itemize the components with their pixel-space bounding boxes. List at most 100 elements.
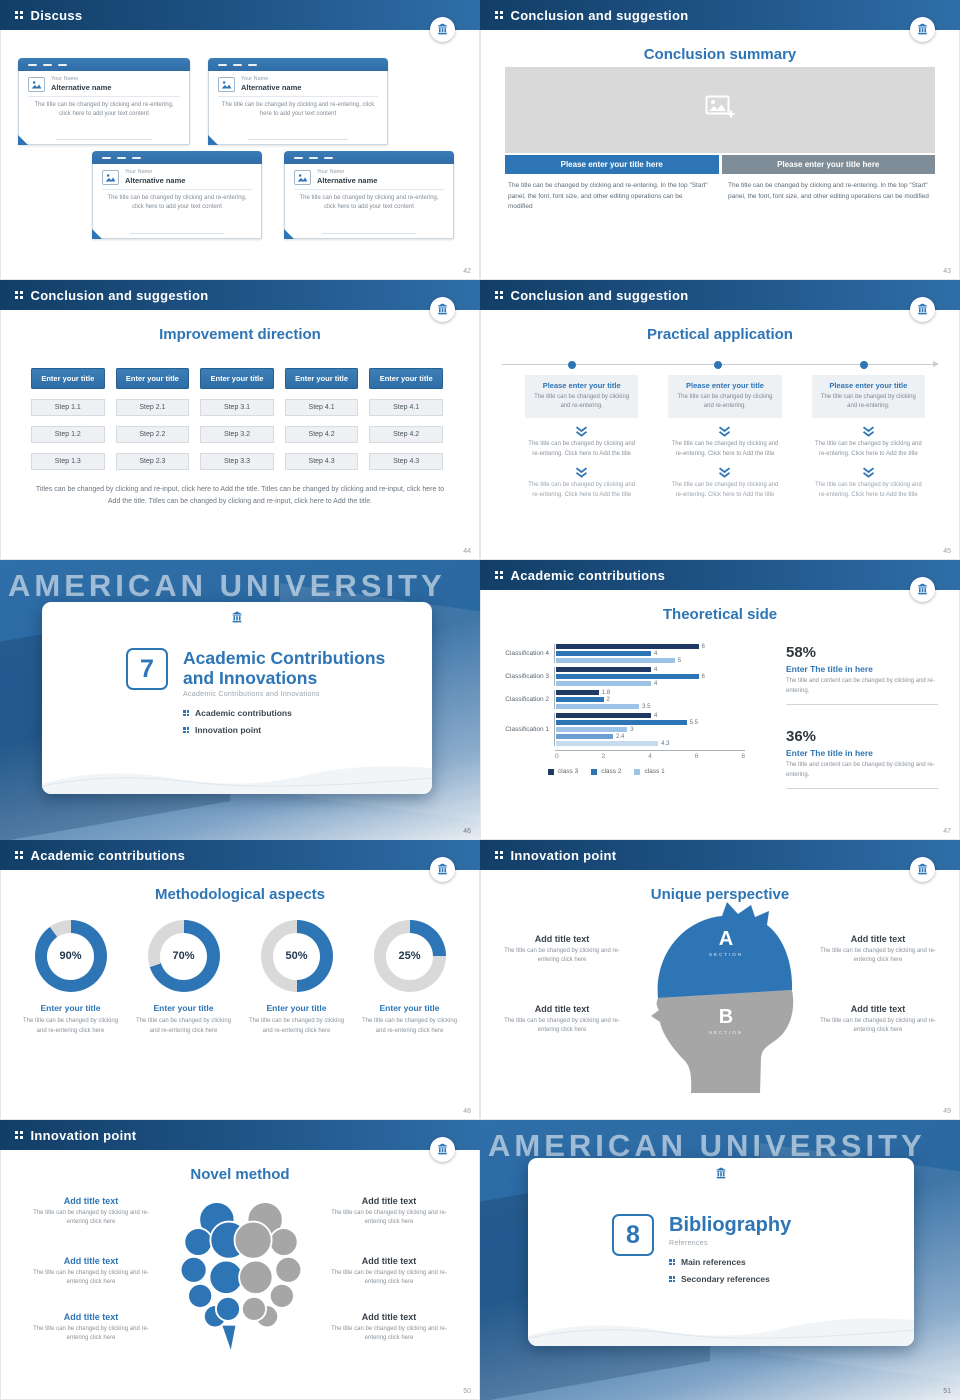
callout-item: Add title text The title can be changed … bbox=[500, 1004, 624, 1036]
page-number: 51 bbox=[943, 1388, 951, 1395]
flow-step-text: The title can be changed by clicking and… bbox=[528, 441, 636, 457]
bar bbox=[556, 674, 699, 679]
title-button-secondary[interactable]: Please enter your title here bbox=[721, 155, 935, 174]
slide-title: Methodological aspects bbox=[154, 886, 326, 903]
flow-title-block[interactable]: Please enter your title The title can be… bbox=[525, 375, 639, 418]
legend-swatch bbox=[548, 768, 554, 775]
bar bbox=[556, 704, 640, 709]
bar-value-label: 3 bbox=[630, 726, 634, 733]
header-title: Academic contributions bbox=[510, 567, 666, 583]
bullet-label: Secondary references bbox=[681, 1274, 770, 1284]
callout-body: The title can be changed by clicking and… bbox=[820, 1018, 936, 1034]
flow-column: Please enter your title The title can be… bbox=[520, 375, 643, 500]
donut-title: Enter your title bbox=[40, 1003, 101, 1013]
slide-48-methodological-aspects[interactable]: Academic contributions Methodological as… bbox=[0, 840, 480, 1120]
brain-graphic bbox=[179, 1201, 303, 1350]
page-number: 46 bbox=[463, 828, 471, 835]
step-cell: Step 2.1 bbox=[115, 399, 190, 416]
double-chevron-down-icon bbox=[861, 465, 876, 478]
university-emblem-icon bbox=[430, 1137, 455, 1162]
slide-header: Innovation point bbox=[480, 840, 960, 870]
bar-value-label: 5.5 bbox=[689, 719, 698, 726]
slide-51-section-divider[interactable]: AMERICAN UNIVERSITY 8 Bibliography Refer… bbox=[480, 1120, 960, 1400]
header-title: Innovation point bbox=[510, 847, 617, 863]
double-chevron-down-icon bbox=[861, 424, 876, 437]
slide-header: Conclusion and suggestion bbox=[480, 280, 960, 310]
slide-42-discuss[interactable]: Discuss Your Name Alternative name The t… bbox=[0, 0, 480, 280]
header-title: Conclusion and suggestion bbox=[510, 7, 689, 23]
double-chevron-down-icon bbox=[717, 465, 732, 478]
bar-chart-groups: Classification 4 6 4 5 Classification 3 4 6 4 Cl… bbox=[496, 644, 776, 747]
donut-stat: 70% Enter your title The title can be ch… bbox=[127, 920, 240, 1036]
axis-tick: 8 bbox=[741, 753, 745, 760]
slide-49-unique-perspective[interactable]: Innovation point Unique perspective A SE… bbox=[480, 840, 960, 1120]
column-title-button[interactable]: Enter your title bbox=[284, 368, 359, 389]
flow-step-text: The title can be changed by clicking and… bbox=[814, 441, 922, 457]
category-label: Classification 3 bbox=[505, 673, 549, 680]
slide-50-novel-method[interactable]: Innovation point Novel method Add title … bbox=[0, 1120, 480, 1400]
donut-stat: 50% Enter your title The title can be ch… bbox=[240, 920, 353, 1036]
bar bbox=[556, 644, 699, 649]
callout-body: The title can be changed by clicking and… bbox=[33, 1270, 149, 1286]
image-icon bbox=[28, 76, 45, 92]
flow-subtitle: The title can be changed by clicking and… bbox=[677, 394, 773, 409]
slide-44-improvement-direction[interactable]: Conclusion and suggestion Improvement di… bbox=[0, 280, 480, 560]
section-bullet: Main references bbox=[669, 1257, 876, 1267]
title-button-primary[interactable]: Please enter your title here bbox=[505, 155, 719, 174]
category-label: Classification 4 bbox=[505, 650, 549, 657]
slide-43-conclusion-summary[interactable]: Conclusion and suggestion Conclusion sum… bbox=[480, 0, 960, 280]
step-cell: Step 1.1 bbox=[31, 399, 105, 416]
header-title: Innovation point bbox=[30, 1127, 137, 1143]
bar bbox=[556, 720, 687, 725]
slide-45-practical-application[interactable]: Conclusion and suggestion Practical appl… bbox=[480, 280, 960, 560]
bar bbox=[556, 681, 651, 686]
axis-tick: 6 bbox=[694, 753, 699, 760]
donut-percentage: 50% bbox=[285, 950, 308, 962]
bar-value-label: 6 bbox=[701, 673, 705, 680]
section-bullet: Secondary references bbox=[669, 1274, 876, 1284]
category-label: Classification 1 bbox=[505, 726, 549, 733]
flow-column: Please enter your title The title can be… bbox=[807, 375, 930, 500]
double-chevron-down-icon bbox=[574, 424, 589, 437]
stat-body: The title and content can be changed by … bbox=[786, 677, 938, 705]
section-title: Academic Contributions and Innovations bbox=[183, 648, 386, 689]
callout-body: The title can be changed by clicking and… bbox=[504, 1018, 620, 1034]
page-number: 50 bbox=[463, 1388, 471, 1395]
folder-tab bbox=[208, 58, 388, 71]
bar-value-label: 4 bbox=[654, 666, 658, 673]
flow-step-text: The title can be changed by clicking and… bbox=[814, 482, 922, 498]
slide-header: Conclusion and suggestion bbox=[0, 280, 480, 310]
body-text: The title can be changed by clicking and… bbox=[728, 182, 929, 200]
flow-title-block[interactable]: Please enter your title The title can be… bbox=[811, 375, 925, 418]
university-emblem-icon bbox=[430, 857, 455, 882]
slide-46-section-divider[interactable]: AMERICAN UNIVERSITY 7 Academic Contribut… bbox=[0, 560, 480, 840]
slide-header: Discuss bbox=[0, 0, 480, 30]
step-column: Enter your title Step 2.1 Step 2.2 Step … bbox=[115, 368, 190, 470]
step-cell: Step 3.3 bbox=[200, 453, 274, 470]
column-title-button[interactable]: Enter your title bbox=[115, 368, 190, 389]
donut-title: Enter your title bbox=[153, 1003, 214, 1013]
bar-value-label: 5 bbox=[677, 657, 682, 664]
grid-dots-icon bbox=[669, 1259, 675, 1265]
column-title-button[interactable]: Enter your title bbox=[369, 368, 443, 389]
donut-chart: 25% bbox=[373, 920, 446, 992]
card-alt-name: Alternative name bbox=[125, 176, 186, 185]
column-title-button[interactable]: Enter your title bbox=[31, 368, 105, 389]
card-body-text: The title can be changed by clicking and… bbox=[107, 195, 247, 211]
flow-title: Please enter your title bbox=[542, 381, 621, 390]
donut-percentage: 90% bbox=[59, 950, 82, 962]
column-title-button[interactable]: Enter your title bbox=[200, 368, 274, 389]
image-icon bbox=[294, 169, 311, 185]
donut-body: The title can be changed by clicking and… bbox=[135, 1018, 232, 1034]
bar-value-label: 3.5 bbox=[642, 703, 651, 710]
bar-chart: Classification 4 6 4 5 Classification 3 4 6 4 Cl… bbox=[496, 644, 776, 775]
callout-item: Add title text The title can be changed … bbox=[324, 1256, 454, 1288]
page-number: 47 bbox=[943, 828, 951, 835]
callout-body: The title can be changed by clicking and… bbox=[504, 948, 620, 964]
bar bbox=[556, 658, 675, 663]
slide-47-theoretical-side[interactable]: Academic contributions Theoretical side … bbox=[480, 560, 960, 840]
timeline-dot bbox=[568, 360, 576, 369]
header-title: Conclusion and suggestion bbox=[30, 287, 209, 303]
flow-title-block[interactable]: Please enter your title The title can be… bbox=[668, 375, 782, 418]
slide-title: Conclusion summary bbox=[643, 46, 797, 63]
